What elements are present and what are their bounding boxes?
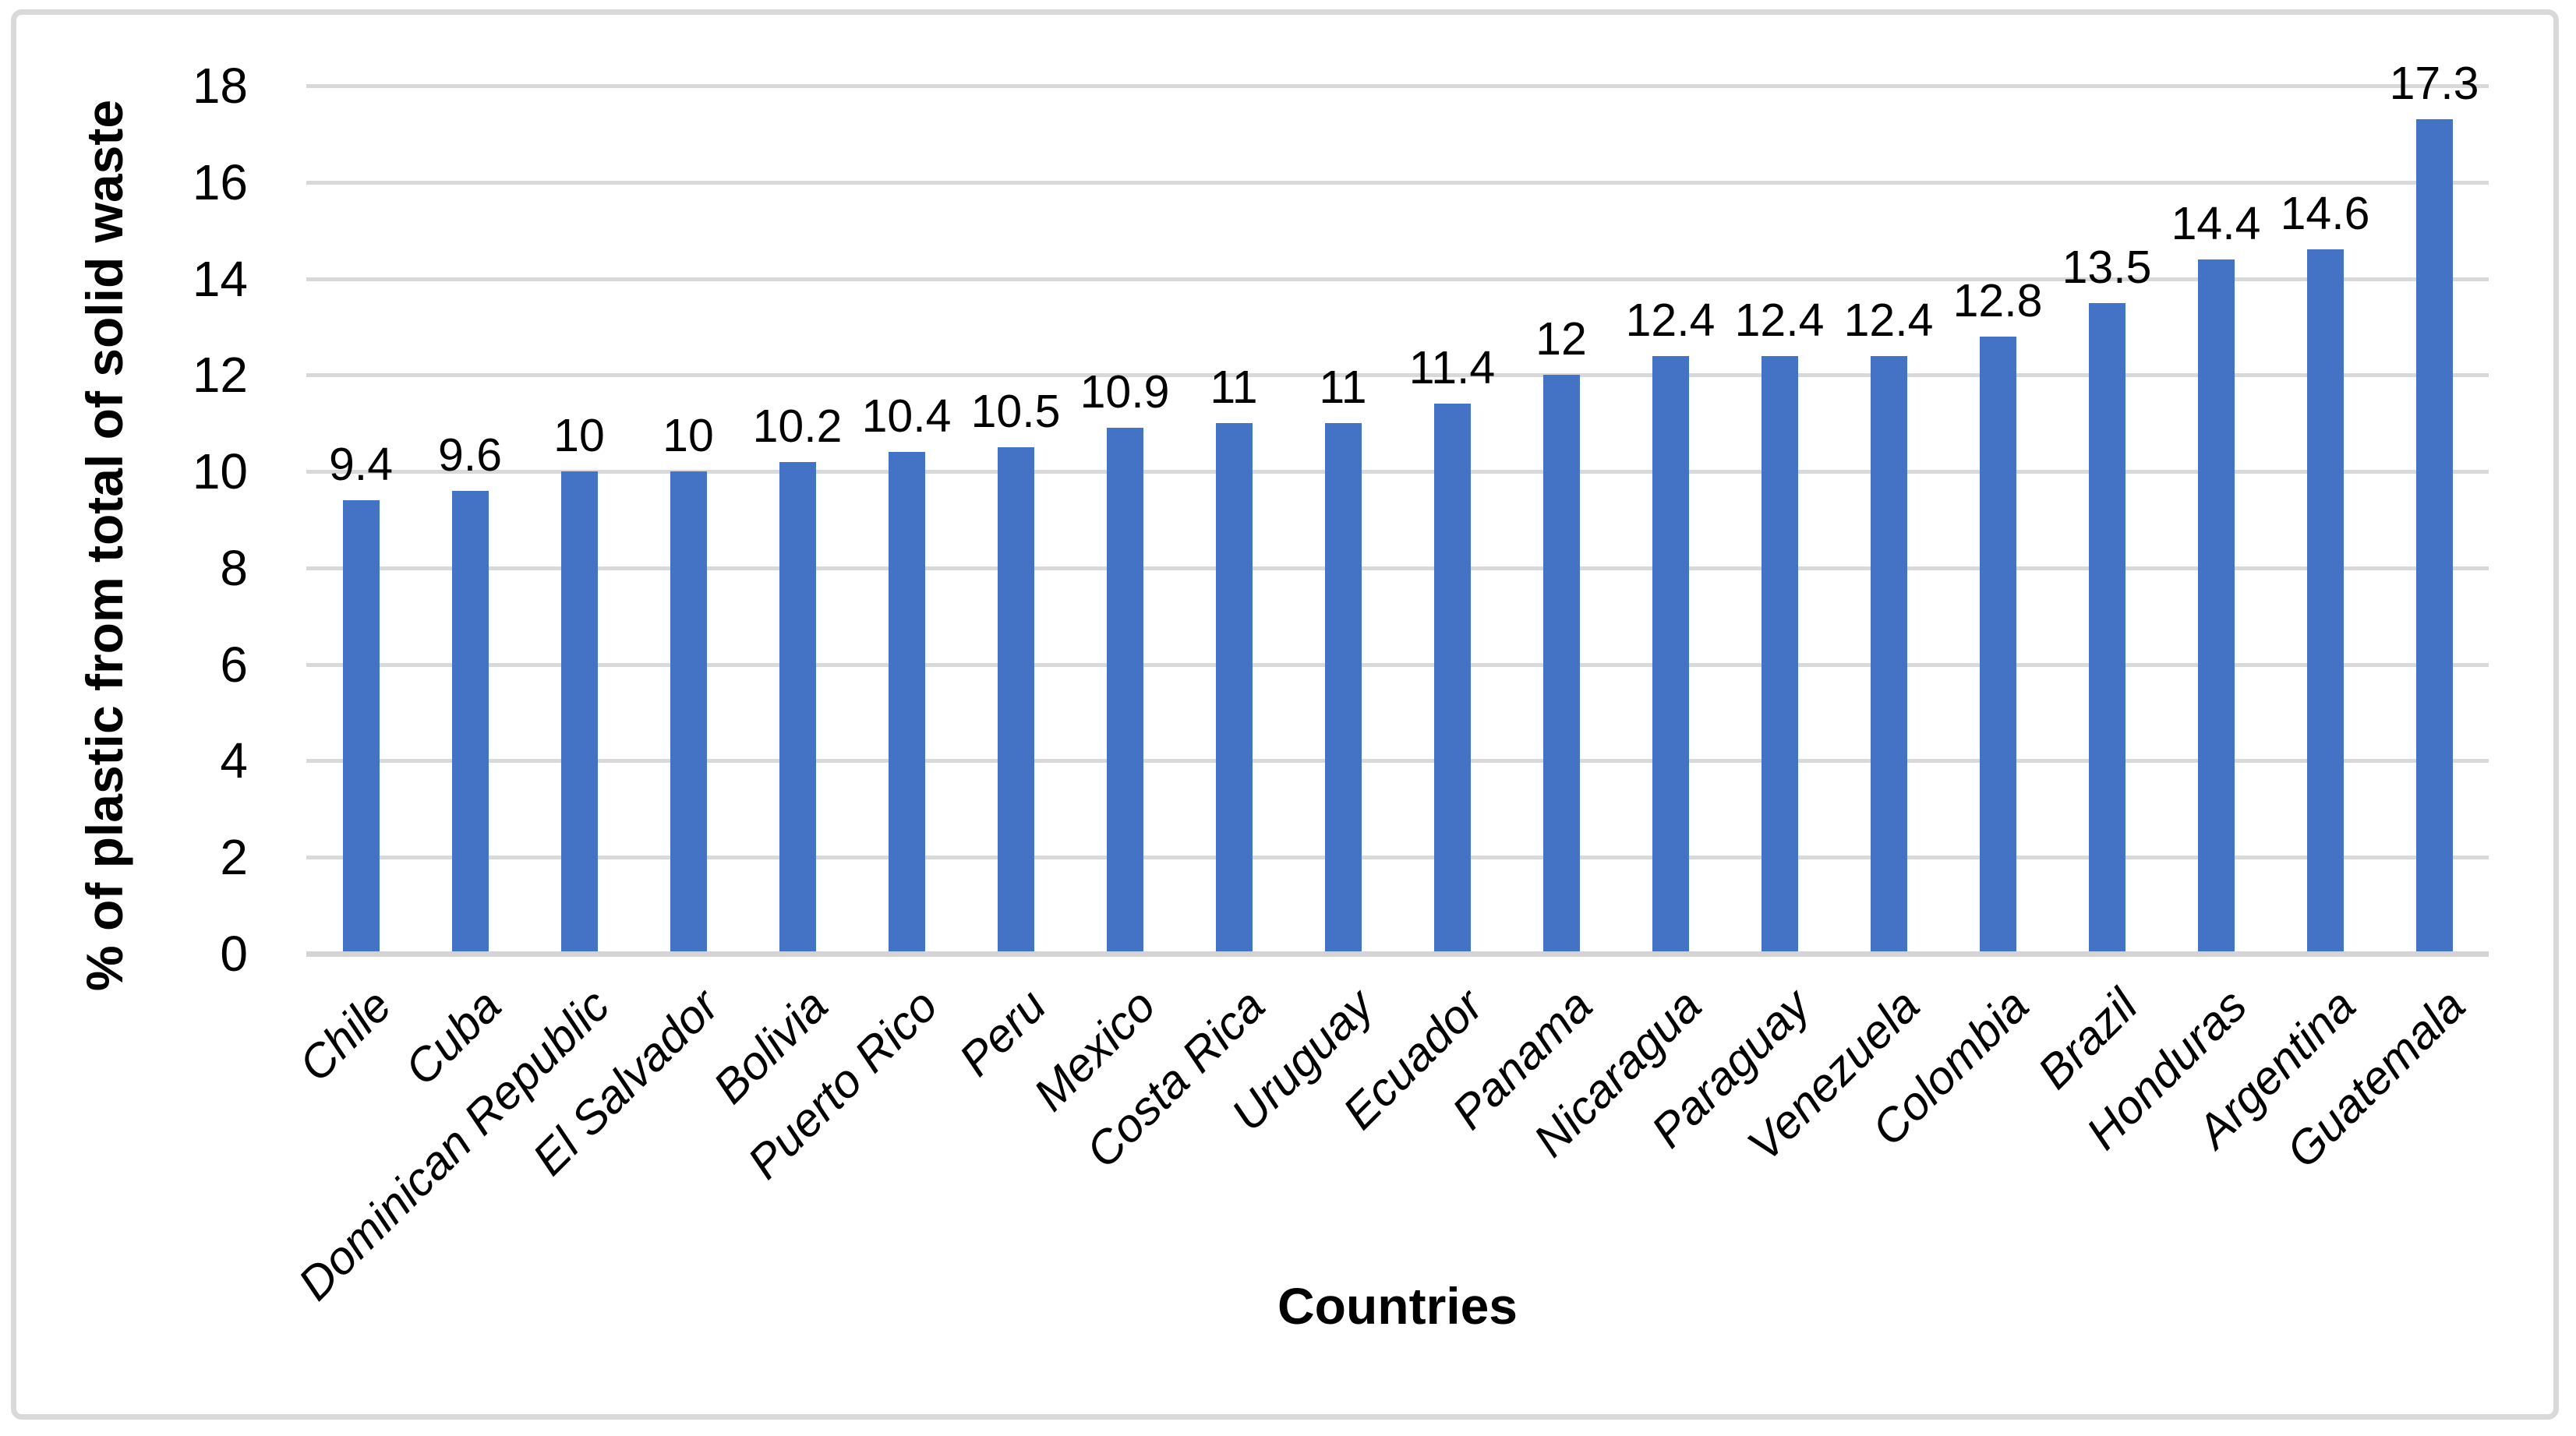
bar-value-label: 12.4 bbox=[1734, 294, 1825, 346]
bar-value-label: 9.6 bbox=[437, 429, 503, 481]
bar bbox=[1542, 375, 1580, 954]
gridline bbox=[306, 566, 2489, 570]
gridline bbox=[306, 470, 2489, 475]
bar-value-label: 12.4 bbox=[1843, 294, 1934, 346]
x-axis-title: Countries bbox=[1277, 1277, 1518, 1335]
y-tick-label: 10 bbox=[192, 443, 248, 500]
bar bbox=[451, 490, 489, 954]
bar bbox=[779, 461, 816, 954]
x-axis-line bbox=[306, 951, 2489, 957]
bar-value-label: 12 bbox=[1535, 313, 1587, 365]
bar bbox=[2306, 249, 2344, 954]
bar bbox=[1324, 423, 1362, 954]
bar-value-label: 11 bbox=[1210, 362, 1258, 414]
bar-value-label: 10 bbox=[553, 410, 605, 462]
bar bbox=[1215, 423, 1253, 954]
bar-value-label: 10.9 bbox=[1080, 366, 1170, 418]
y-tick-label: 12 bbox=[192, 347, 248, 404]
bar-value-label: 13.5 bbox=[2062, 241, 2152, 293]
bar bbox=[997, 447, 1034, 954]
gridline bbox=[306, 759, 2489, 764]
bar bbox=[1106, 428, 1143, 954]
y-tick-label: 6 bbox=[220, 636, 248, 693]
gridline bbox=[306, 277, 2489, 281]
bar bbox=[2197, 259, 2235, 954]
bar bbox=[560, 471, 598, 954]
bar-value-label: 12.8 bbox=[1952, 274, 2043, 326]
gridline bbox=[306, 180, 2489, 185]
y-tick-label: 8 bbox=[220, 539, 248, 596]
bar-value-label: 11.4 bbox=[1408, 342, 1496, 394]
bar-value-label: 17.3 bbox=[2389, 58, 2479, 110]
bar bbox=[342, 500, 380, 954]
bar-value-label: 12.4 bbox=[1625, 294, 1716, 346]
bar-value-label: 10 bbox=[663, 410, 714, 462]
y-tick-label: 0 bbox=[220, 926, 248, 982]
y-tick-label: 16 bbox=[192, 153, 248, 210]
gridline bbox=[306, 662, 2489, 667]
bar bbox=[2088, 302, 2125, 954]
bar-value-label: 10.4 bbox=[861, 390, 952, 443]
chart-border bbox=[11, 9, 2559, 1420]
bar bbox=[1761, 355, 1798, 954]
y-tick-label: 4 bbox=[220, 732, 248, 789]
gridline bbox=[306, 84, 2489, 88]
bar bbox=[670, 471, 707, 954]
bar bbox=[888, 452, 925, 954]
bar-value-label: 14.6 bbox=[2280, 188, 2370, 240]
bar-value-label: 10.5 bbox=[970, 386, 1061, 438]
gridline bbox=[306, 856, 2489, 860]
bar bbox=[1652, 355, 1689, 954]
bar-value-label: 10.2 bbox=[752, 400, 843, 452]
bar bbox=[2415, 119, 2453, 954]
bar bbox=[1979, 336, 2016, 954]
gridline bbox=[306, 373, 2489, 378]
bar-value-label: 11 bbox=[1319, 362, 1367, 414]
bar-value-label: 9.4 bbox=[328, 439, 394, 491]
y-tick-label: 18 bbox=[192, 58, 248, 114]
y-tick-label: 14 bbox=[192, 250, 248, 307]
bar-value-label: 14.4 bbox=[2171, 197, 2261, 249]
bar bbox=[1433, 404, 1471, 954]
y-tick-label: 2 bbox=[220, 829, 248, 886]
bar bbox=[1870, 355, 1907, 954]
